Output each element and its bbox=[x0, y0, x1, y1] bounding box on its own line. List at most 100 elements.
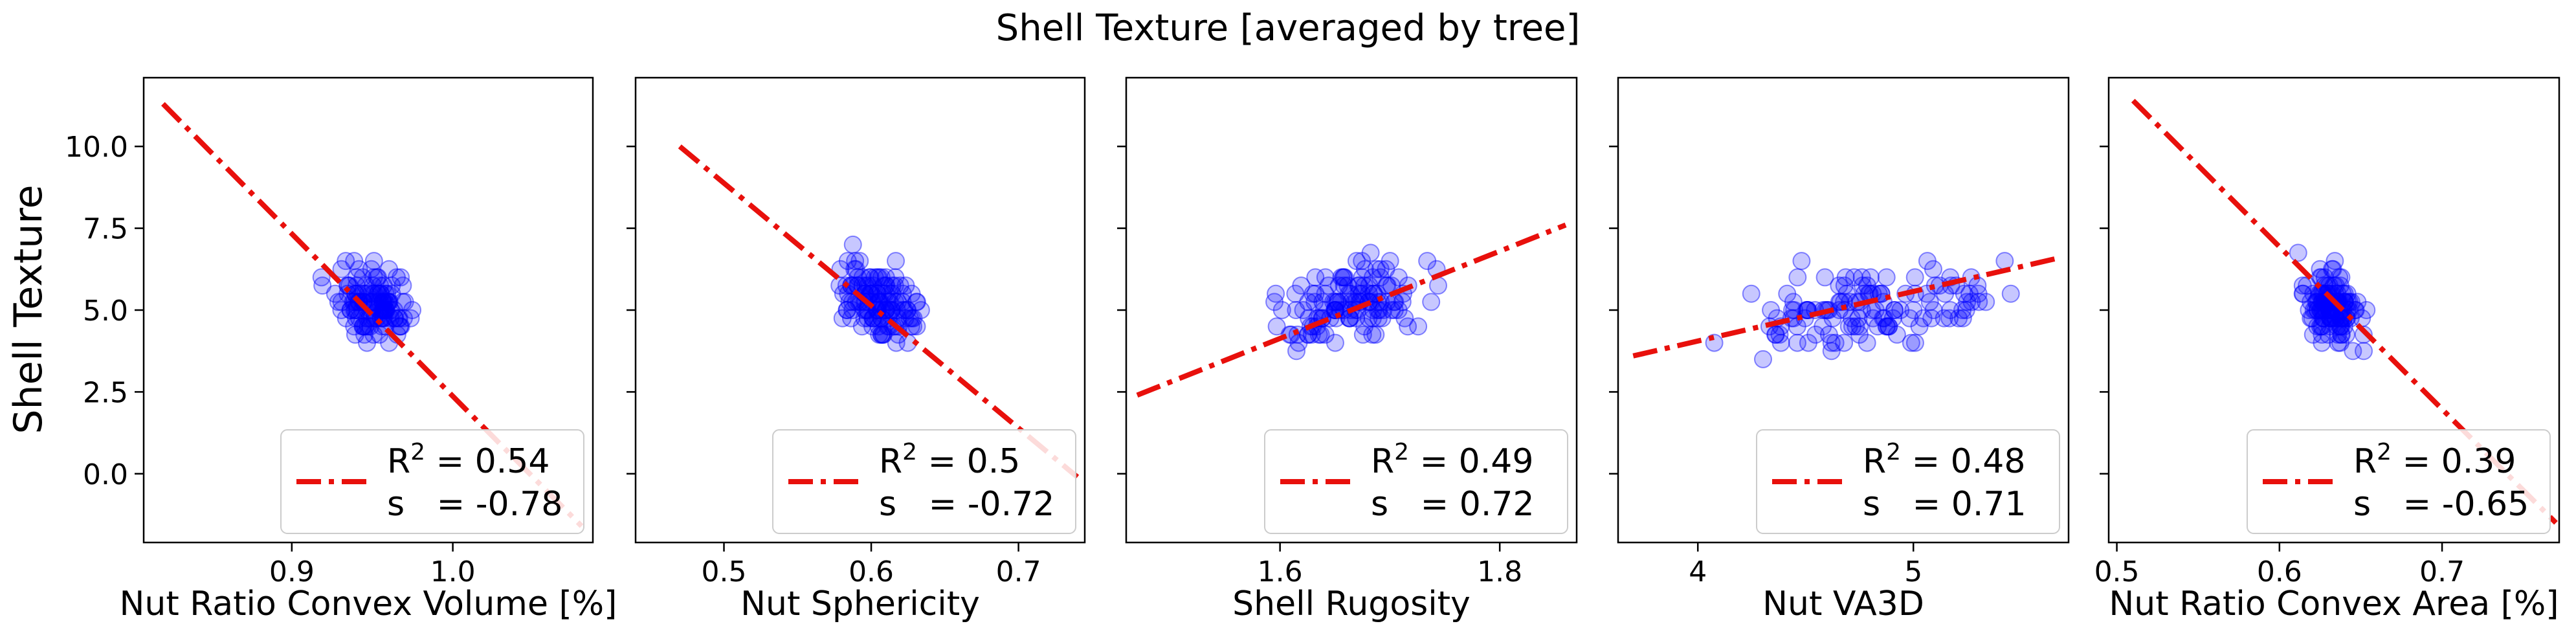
data-point bbox=[896, 309, 915, 328]
data-point bbox=[1995, 252, 2014, 271]
data-point bbox=[2319, 325, 2338, 344]
data-point bbox=[883, 276, 902, 295]
data-point bbox=[376, 284, 395, 303]
data-point bbox=[1842, 309, 1861, 328]
legend: R2 = 0.54 s = -0.78 bbox=[280, 429, 584, 534]
data-point bbox=[1422, 293, 1441, 311]
data-point bbox=[1367, 260, 1386, 278]
data-point bbox=[1340, 284, 1359, 303]
data-point bbox=[2333, 284, 2352, 303]
data-point bbox=[878, 293, 897, 311]
data-point bbox=[364, 252, 383, 271]
data-point bbox=[865, 268, 884, 287]
data-point bbox=[2313, 301, 2331, 319]
data-point bbox=[1428, 276, 1447, 295]
data-point bbox=[1272, 301, 1291, 319]
xtick-label: 4 bbox=[1689, 555, 1707, 588]
regression-line bbox=[161, 102, 584, 528]
data-point bbox=[2304, 284, 2323, 303]
figure-ylabel: Shell Texture bbox=[6, 184, 51, 434]
data-point bbox=[2302, 293, 2320, 311]
data-point bbox=[2304, 325, 2322, 344]
data-point bbox=[1957, 301, 1975, 319]
data-point bbox=[353, 268, 372, 287]
data-point bbox=[1863, 309, 1882, 328]
data-point bbox=[904, 309, 923, 328]
data-point bbox=[345, 317, 364, 336]
data-point bbox=[1822, 342, 1841, 361]
data-point bbox=[1366, 325, 1385, 344]
data-point bbox=[326, 284, 344, 303]
data-point bbox=[2311, 260, 2329, 278]
data-point bbox=[1349, 284, 1368, 303]
data-point bbox=[2320, 317, 2339, 336]
data-point bbox=[392, 268, 410, 287]
xtick-label: 0.7 bbox=[2419, 555, 2465, 588]
data-point bbox=[1875, 309, 1894, 328]
data-point bbox=[2311, 317, 2329, 336]
data-point bbox=[885, 276, 904, 295]
data-point bbox=[2289, 243, 2307, 262]
data-point bbox=[1329, 276, 1348, 295]
legend-r2-text: R2 = 0.49 bbox=[1371, 439, 1533, 481]
data-point bbox=[2338, 293, 2357, 311]
data-point bbox=[1306, 284, 1325, 303]
data-point bbox=[2315, 309, 2333, 328]
data-point bbox=[2338, 309, 2357, 328]
data-point bbox=[1969, 284, 1988, 303]
data-point bbox=[1953, 309, 1972, 328]
data-point bbox=[1353, 268, 1371, 287]
data-point bbox=[390, 309, 408, 328]
plot-frame bbox=[1617, 76, 2070, 544]
data-point bbox=[1877, 268, 1896, 287]
data-point bbox=[386, 309, 405, 328]
xaxis-label: Shell Rugosity bbox=[1232, 585, 1471, 623]
data-point bbox=[2322, 260, 2341, 278]
data-point bbox=[1377, 260, 1395, 278]
legend: R2 = 0.5 s = -0.72 bbox=[772, 429, 1076, 534]
plot-frame bbox=[142, 76, 594, 544]
data-point bbox=[1826, 333, 1845, 352]
data-point bbox=[1409, 317, 1428, 336]
data-point bbox=[1309, 325, 1328, 344]
data-point bbox=[362, 260, 381, 278]
data-point bbox=[1349, 276, 1368, 295]
data-point bbox=[874, 325, 893, 344]
data-point bbox=[858, 309, 877, 328]
data-point bbox=[379, 293, 398, 311]
data-point bbox=[1858, 333, 1876, 352]
data-point bbox=[1835, 301, 1854, 319]
data-point bbox=[1940, 309, 1959, 328]
data-point bbox=[1360, 276, 1379, 295]
subplot-2: 0.5 0.6 0.7 Nut Sphericity R2 = 0.5 s = -0.72 bbox=[627, 76, 1086, 623]
data-point bbox=[363, 284, 382, 303]
data-point bbox=[2332, 325, 2351, 344]
legend-r2-text: R2 = 0.48 bbox=[1863, 439, 2025, 481]
data-point bbox=[377, 301, 395, 319]
data-point bbox=[1338, 276, 1357, 295]
xaxis-label: Nut Sphericity bbox=[740, 585, 980, 623]
data-point bbox=[368, 268, 386, 287]
data-point bbox=[2331, 317, 2349, 336]
data-point bbox=[870, 325, 889, 344]
data-point bbox=[2324, 260, 2342, 278]
data-point bbox=[380, 293, 399, 311]
data-point bbox=[1958, 293, 1977, 311]
data-point bbox=[1753, 350, 1772, 368]
data-point bbox=[2330, 293, 2349, 311]
data-point bbox=[855, 309, 874, 328]
data-point bbox=[1352, 284, 1371, 303]
data-point bbox=[401, 309, 420, 328]
data-point bbox=[876, 276, 895, 295]
data-point bbox=[346, 284, 365, 303]
data-point bbox=[2311, 301, 2330, 319]
plot-area bbox=[678, 144, 1080, 479]
data-point bbox=[850, 252, 869, 271]
data-point bbox=[1762, 301, 1781, 319]
data-point bbox=[1363, 309, 1382, 328]
data-point bbox=[902, 317, 920, 336]
data-point bbox=[2308, 301, 2327, 319]
